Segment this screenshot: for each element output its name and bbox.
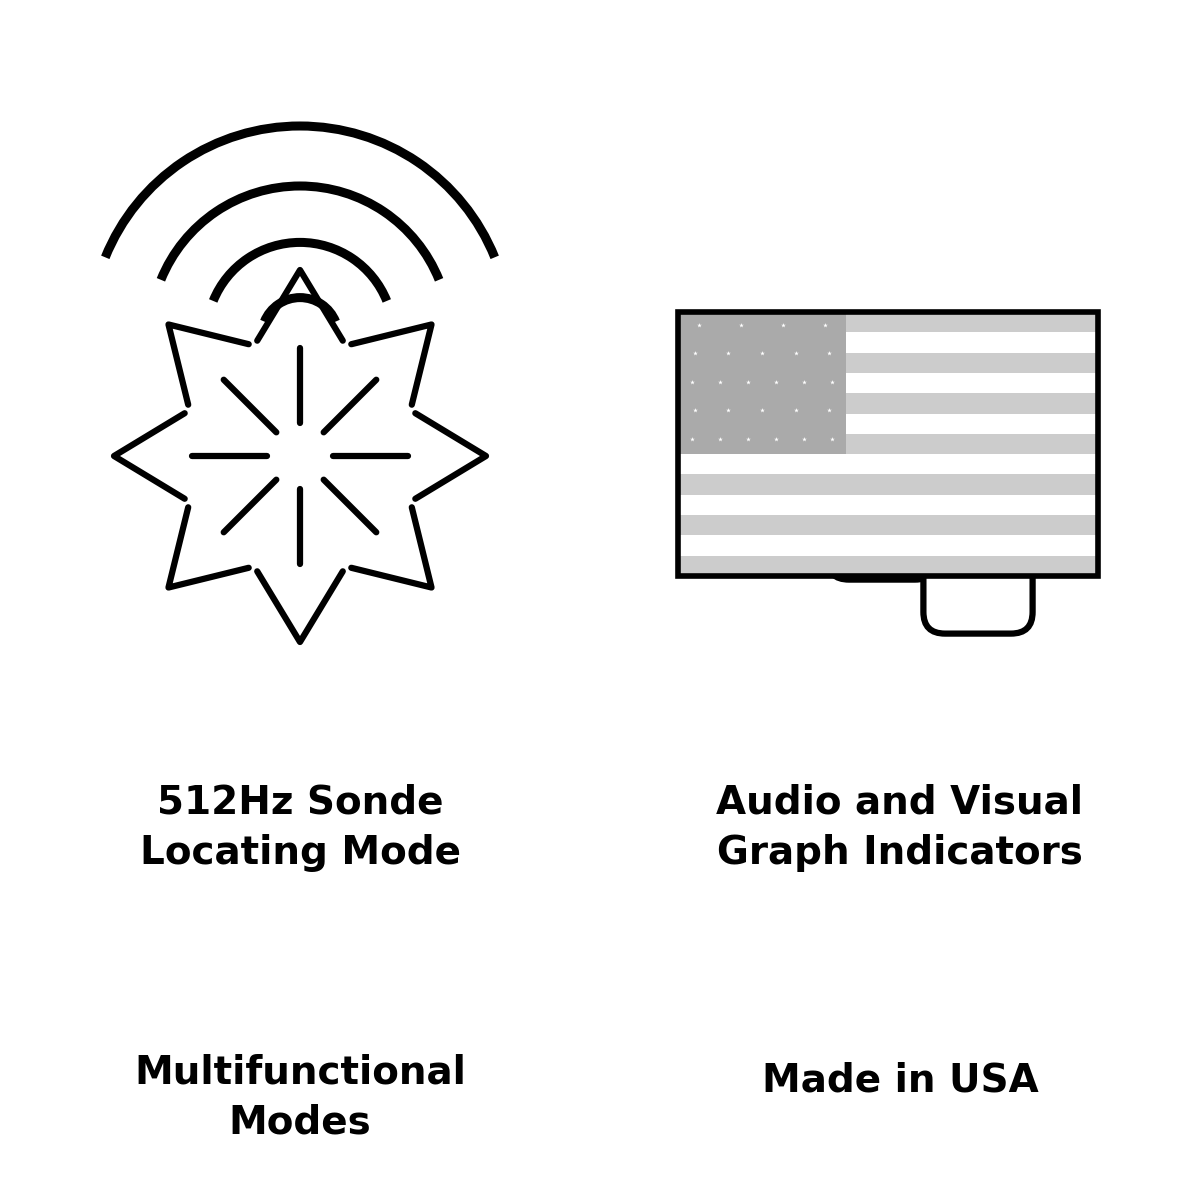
FancyBboxPatch shape	[924, 374, 1032, 634]
Bar	[678, 312, 1098, 332]
Bar	[678, 312, 1098, 576]
Bar	[678, 353, 1098, 373]
Bar	[678, 312, 1098, 576]
Text: Made in USA: Made in USA	[762, 1061, 1038, 1099]
Bar	[678, 434, 1098, 454]
Bar	[678, 312, 846, 454]
Bar	[678, 394, 1098, 414]
Text: Multifunctional
Modes: Multifunctional Modes	[134, 1054, 466, 1142]
Bar	[678, 556, 1098, 576]
FancyBboxPatch shape	[732, 374, 840, 532]
FancyBboxPatch shape	[828, 374, 936, 580]
Text: Audio and Visual
Graph Indicators: Audio and Visual Graph Indicators	[716, 784, 1084, 872]
Bar	[678, 474, 1098, 494]
Text: 512Hz Sonde
Locating Mode: 512Hz Sonde Locating Mode	[139, 784, 461, 872]
Bar	[678, 515, 1098, 535]
